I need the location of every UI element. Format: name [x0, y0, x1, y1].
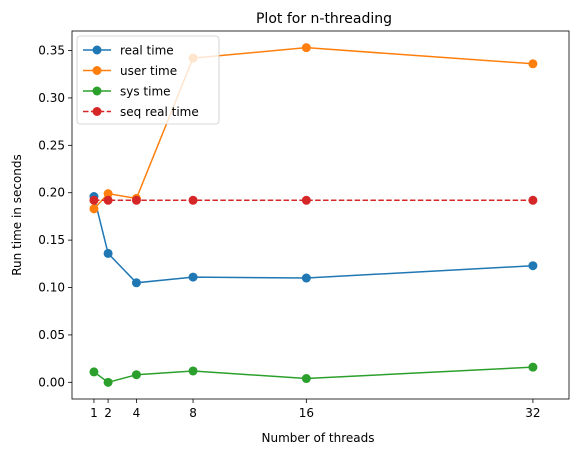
data-point-user-time [301, 43, 311, 53]
data-point-real-time [301, 273, 311, 283]
data-point-seq-real-time [188, 195, 198, 205]
legend-swatch-marker [92, 45, 102, 55]
data-point-seq-real-time [301, 195, 311, 205]
legend-label: seq real time [120, 105, 199, 119]
x-tick-label: 4 [133, 406, 141, 420]
series-seq-real-time [89, 195, 538, 205]
legend-label: real time [120, 44, 174, 58]
data-point-seq-real-time [89, 195, 99, 205]
legend-item: user time [83, 64, 177, 78]
legend-item: seq real time [83, 105, 199, 119]
data-point-sys-time [131, 370, 141, 380]
y-tick-label: 0.30 [38, 91, 65, 105]
legend-box [76, 35, 220, 125]
y-tick-label: 0.00 [38, 375, 65, 389]
data-point-sys-time [103, 377, 113, 387]
series-real-time [89, 192, 538, 288]
x-tick-label: 8 [189, 406, 197, 420]
data-point-user-time [528, 59, 538, 69]
data-point-user-time [103, 189, 113, 199]
y-tick-label: 0.05 [38, 328, 65, 342]
series-sys-time [89, 362, 538, 387]
series-line-sys-time [93, 366, 533, 384]
y-tick-label: 0.25 [38, 138, 65, 152]
y-axis-label: Run time in seconds [10, 154, 24, 276]
legend-item: sys time [83, 85, 171, 99]
x-axis-label: Number of threads [262, 431, 375, 445]
data-point-real-time [131, 278, 141, 288]
data-point-sys-time [528, 362, 538, 372]
y-tick-label: 0.15 [38, 233, 65, 247]
legend-label: sys time [120, 85, 171, 99]
legend-swatch-marker [92, 66, 102, 75]
series-layer [89, 43, 538, 387]
x-tick-label: 32 [525, 406, 540, 420]
legend-swatch-marker [92, 107, 102, 116]
legend-swatch-marker [92, 86, 102, 96]
x-tick-label: 2 [104, 406, 112, 420]
series-line-real-time [93, 196, 533, 284]
y-tick-label: 0.20 [38, 186, 65, 200]
x-tick-label: 16 [299, 406, 314, 420]
data-point-seq-real-time [103, 195, 113, 205]
x-tick-label: 1 [90, 406, 98, 420]
plot-frame [71, 30, 570, 400]
y-tick-label: 0.10 [38, 281, 65, 295]
data-point-seq-real-time [131, 195, 141, 205]
legend-item: real time [83, 44, 174, 58]
x-axis: 1 2 4 8 16 32 [90, 399, 541, 420]
data-point-sys-time [301, 374, 311, 384]
data-point-real-time [103, 248, 113, 258]
data-point-real-time [528, 261, 538, 271]
legend: real time user time sys time seq real time [76, 35, 220, 125]
data-point-seq-real-time [528, 195, 538, 205]
data-point-sys-time [188, 366, 198, 376]
y-tick-label: 0.35 [38, 44, 65, 58]
data-point-sys-time [89, 367, 99, 377]
legend-label: user time [120, 64, 177, 78]
plot-area [71, 30, 570, 400]
chart-title: Plot for n-threading [256, 11, 392, 27]
y-axis: 0.00 0.05 0.10 0.15 0.20 0.25 0.30 0.35 [38, 44, 72, 389]
data-point-user-time [89, 204, 99, 214]
data-point-real-time [188, 272, 198, 282]
